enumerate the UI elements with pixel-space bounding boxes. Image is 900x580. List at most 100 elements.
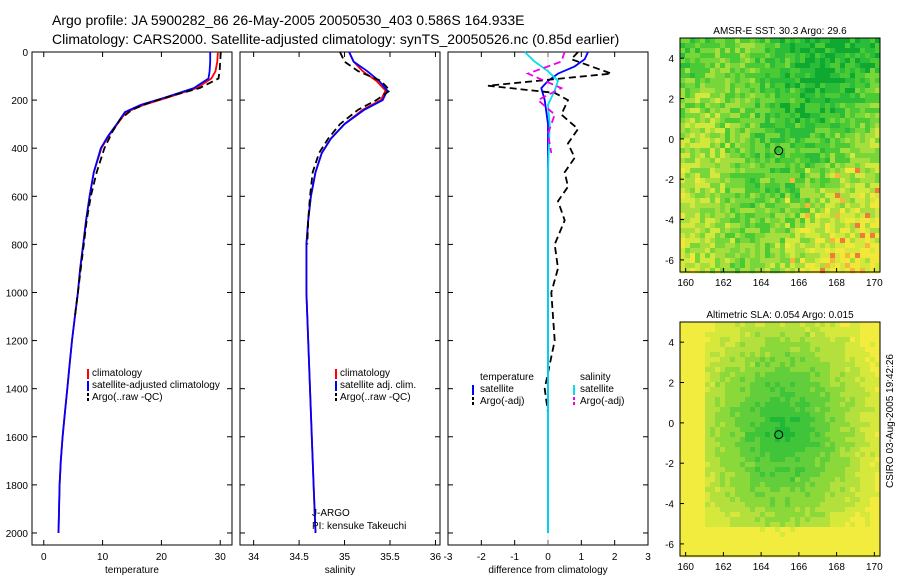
map-cell [750, 487, 756, 493]
map-cell [865, 512, 871, 518]
map-cell [850, 382, 856, 388]
map-cell [775, 462, 781, 468]
map-cell [870, 522, 876, 528]
map-cell [850, 512, 856, 518]
map-cell [735, 78, 741, 84]
map-cell [690, 208, 696, 214]
map-cell [875, 532, 881, 538]
map-cell [785, 208, 791, 214]
map-cell [735, 392, 741, 398]
map-cell [825, 173, 831, 179]
map-cell [710, 38, 716, 44]
map-cell [825, 238, 831, 244]
map-cell [795, 412, 801, 418]
map-cell [740, 417, 746, 423]
map-cell [790, 427, 796, 433]
map-cell [710, 43, 716, 49]
map-cell [775, 173, 781, 179]
map-cell [735, 38, 741, 44]
map-cell [745, 203, 751, 209]
map-cell [800, 38, 806, 44]
map-cell [755, 73, 761, 79]
map-cell [755, 68, 761, 74]
map-cell [820, 58, 826, 64]
map-cell [825, 38, 831, 44]
map-cell [825, 263, 831, 269]
map-cell [695, 547, 701, 553]
map-cell [785, 163, 791, 169]
map-cell [875, 138, 881, 144]
map-cell [870, 68, 876, 74]
map-cell [725, 178, 731, 184]
map-cell [690, 218, 696, 224]
map-cell [725, 377, 731, 383]
map-cell [785, 63, 791, 69]
map-cell [715, 372, 721, 378]
map-cell [695, 417, 701, 423]
map-cell [705, 347, 711, 353]
map-cell [775, 522, 781, 528]
map-cell [805, 203, 811, 209]
map-cell [775, 128, 781, 134]
map-cell [830, 203, 836, 209]
map-cell [705, 512, 711, 518]
map-cell [700, 93, 706, 99]
map-cell [800, 527, 806, 533]
map-cell [700, 78, 706, 84]
map-cell [715, 552, 721, 558]
map-cell [875, 507, 881, 513]
map-cell [810, 337, 816, 343]
map-cell [805, 208, 811, 214]
map-cell [830, 223, 836, 229]
map-cell [755, 133, 761, 139]
map-cell [815, 223, 821, 229]
map-cell [825, 512, 831, 518]
map-cell [855, 477, 861, 483]
map-cell [875, 68, 881, 74]
map-cell [855, 352, 861, 358]
map-cell [800, 407, 806, 413]
map-cell [720, 542, 726, 548]
map-cell [710, 213, 716, 219]
map-cell [775, 407, 781, 413]
map-cell [785, 183, 791, 189]
map-cell [705, 163, 711, 169]
map-cell [805, 68, 811, 74]
map-cell [875, 143, 881, 149]
map-cell [870, 332, 876, 338]
map-cell [725, 447, 731, 453]
map-cell [855, 437, 861, 443]
map-cell [750, 83, 756, 89]
map-cell [870, 38, 876, 44]
map-cell [870, 477, 876, 483]
salinity-legend-label: climatology [340, 368, 390, 379]
map-cell [875, 213, 881, 219]
map-cell [750, 442, 756, 448]
map-cell [755, 367, 761, 373]
map-cell [785, 412, 791, 418]
map-cell [830, 432, 836, 438]
map-cell [840, 327, 846, 333]
map-cell [800, 517, 806, 523]
difference-legend-right-label: Argo(-adj) [580, 396, 624, 407]
map-cell [700, 88, 706, 94]
map-cell [710, 48, 716, 54]
map-cell [785, 452, 791, 458]
map-cell [700, 263, 706, 269]
map-cell [775, 78, 781, 84]
map-cell [735, 377, 741, 383]
map-cell [790, 437, 796, 443]
map-cell [800, 392, 806, 398]
map-cell [745, 342, 751, 348]
map-cell [865, 387, 871, 393]
map-cell [825, 472, 831, 478]
map-cell [830, 417, 836, 423]
map-cell [820, 193, 826, 199]
map-cell [710, 382, 716, 388]
map-cell [735, 552, 741, 558]
map-cell [860, 392, 866, 398]
map-cell [815, 248, 821, 254]
map-cell [860, 452, 866, 458]
map-cell [830, 332, 836, 338]
map-cell [840, 352, 846, 358]
